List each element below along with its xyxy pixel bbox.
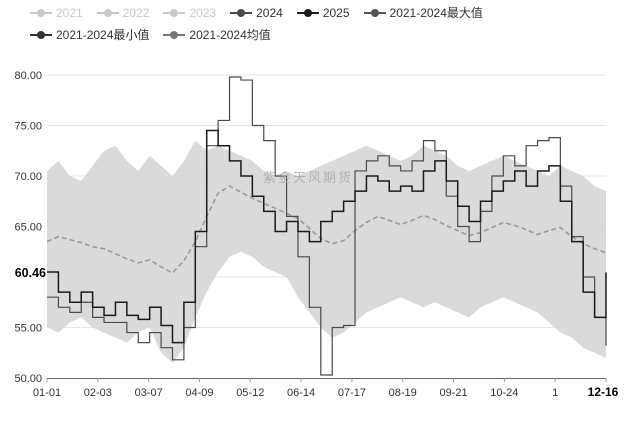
legend-line-dot-icon — [230, 9, 253, 17]
legend-label: 2025 — [322, 6, 350, 20]
y-axis-label: 75.00 — [14, 121, 42, 133]
y-axis-label: 55.00 — [14, 323, 42, 335]
x-axis-label: 12-16 — [588, 385, 619, 399]
y-axis-label: 50.00 — [14, 373, 42, 385]
legend-line-dot-icon — [163, 31, 186, 39]
series-line-2024 — [47, 76, 607, 376]
x-axis-label: 05-12 — [236, 387, 264, 399]
legend-label: 2024 — [256, 6, 283, 20]
legend-label: 2021-2024均值 — [189, 28, 271, 42]
y-axis-label: 70.00 — [14, 171, 42, 183]
legend-label: 2021-2024最大值 — [389, 6, 483, 20]
legend-item-2021[interactable]: 2021 — [30, 6, 83, 20]
x-axis-label: 02-03 — [84, 387, 112, 399]
legend-item-2025[interactable]: 2025 — [296, 6, 350, 20]
current-value-label: 60.46 — [6, 265, 46, 281]
legend-label: 2021-2024最小值 — [56, 28, 150, 42]
legend-item-2024[interactable]: 2024 — [230, 6, 283, 20]
legend-item-max[interactable]: 2021-2024最大值 — [363, 6, 483, 20]
legend-line-dot-icon — [30, 31, 52, 39]
x-axis-label: 10-24 — [490, 387, 518, 399]
legend-line-dot-icon — [363, 9, 386, 17]
legend-item-min[interactable]: 2021-2024最小值 — [30, 28, 149, 42]
x-axis-label: 04-09 — [185, 387, 213, 399]
series-line-mean — [46, 185, 607, 274]
legend-item-2022[interactable]: 2022 — [96, 6, 150, 20]
x-axis-label: 01-01 — [33, 387, 61, 399]
y-axis-label: 65.00 — [14, 222, 42, 234]
legend-line-dot-icon — [96, 9, 119, 17]
x-axis-label: 1 — [552, 387, 558, 399]
chart-legend: 2021 2022 2023 2024 2025 2021-2024最大值 2021-202… — [30, 6, 510, 42]
legend-item-2023[interactable]: 2023 — [163, 6, 216, 20]
legend-line-dot-icon — [296, 9, 319, 17]
x-axis-label: 09-21 — [439, 387, 467, 399]
x-axis-label: 07-17 — [338, 387, 366, 399]
legend-label: 2023 — [189, 6, 217, 20]
x-axis-label: 08-19 — [389, 387, 417, 399]
series-line-2025 — [47, 129, 607, 344]
y-axis-label: 80.00 — [14, 70, 42, 82]
legend-line-dot-icon — [30, 9, 52, 17]
legend-label: 2022 — [122, 6, 150, 20]
x-axis-label: 06-14 — [287, 387, 315, 399]
legend-label: 2021 — [56, 6, 83, 20]
minmax-band — [47, 140, 606, 363]
legend-line-dot-icon — [163, 9, 186, 17]
x-axis-label: 03-07 — [135, 387, 163, 399]
legend-item-mean[interactable]: 2021-2024均值 — [163, 28, 271, 42]
